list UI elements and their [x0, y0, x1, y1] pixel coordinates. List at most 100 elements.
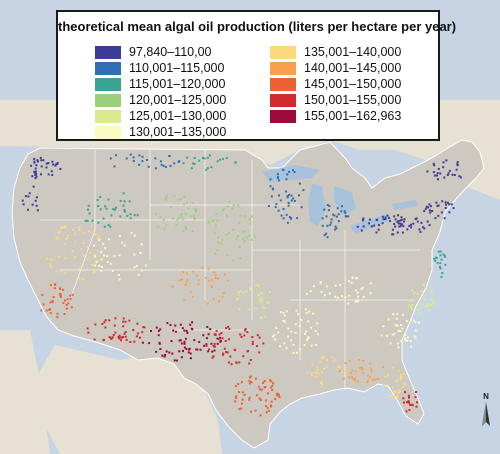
- production-site-dot: [139, 336, 141, 339]
- production-site-dot: [51, 300, 54, 303]
- production-site-dot: [271, 384, 274, 387]
- production-site-dot: [439, 172, 442, 175]
- production-site-dot: [326, 236, 329, 239]
- production-site-dot: [119, 200, 122, 202]
- production-site-dot: [138, 154, 141, 157]
- production-site-dot: [336, 207, 339, 210]
- production-site-dot: [290, 330, 293, 333]
- production-site-dot: [215, 213, 218, 216]
- production-site-dot: [172, 217, 174, 220]
- production-site-dot: [322, 356, 325, 359]
- production-site-dot: [348, 376, 351, 379]
- production-site-dot: [344, 368, 347, 371]
- production-site-dot: [206, 156, 209, 159]
- production-site-dot: [157, 334, 160, 337]
- production-site-dot: [35, 164, 38, 167]
- production-site-dot: [222, 158, 224, 161]
- production-site-dot: [159, 328, 162, 331]
- production-site-dot: [360, 229, 363, 232]
- production-site-dot: [64, 272, 67, 275]
- production-site-dot: [196, 274, 199, 277]
- production-site-dot: [295, 309, 298, 312]
- production-site-dot: [170, 340, 173, 343]
- production-site-dot: [445, 203, 447, 206]
- production-site-dot: [192, 295, 194, 298]
- production-site-dot: [258, 336, 261, 339]
- production-site-dot: [239, 257, 242, 260]
- production-site-dot: [397, 214, 400, 217]
- production-site-dot: [408, 396, 410, 399]
- production-site-dot: [351, 276, 354, 279]
- production-site-dot: [260, 317, 263, 319]
- production-site-dot: [341, 295, 343, 298]
- production-site-dot: [56, 162, 59, 164]
- production-site-dot: [118, 334, 121, 337]
- production-site-dot: [362, 359, 365, 362]
- production-site-dot: [182, 349, 184, 352]
- production-site-dot: [393, 215, 396, 218]
- production-site-dot: [141, 341, 144, 344]
- production-site-dot: [312, 285, 315, 288]
- production-site-dot: [426, 220, 429, 223]
- production-site-dot: [348, 359, 351, 362]
- legend-label: 140,001–145,000: [304, 61, 402, 75]
- production-site-dot: [243, 393, 246, 396]
- production-site-dot: [133, 214, 136, 217]
- production-site-dot: [286, 196, 289, 199]
- production-site-dot: [78, 277, 81, 280]
- north-arrow: N: [479, 392, 493, 434]
- production-site-dot: [106, 261, 109, 264]
- production-site-dot: [257, 285, 260, 288]
- production-site-dot: [250, 238, 253, 241]
- production-site-dot: [419, 230, 422, 233]
- production-site-dot: [206, 302, 209, 305]
- production-site-dot: [354, 377, 357, 380]
- production-site-dot: [328, 205, 331, 208]
- production-site-dot: [183, 329, 186, 332]
- production-site-dot: [113, 165, 116, 168]
- production-site-dot: [49, 301, 52, 304]
- production-site-dot: [34, 171, 37, 174]
- production-site-dot: [406, 401, 409, 404]
- production-site-dot: [255, 307, 258, 310]
- production-site-dot: [433, 174, 436, 177]
- production-site-dot: [375, 218, 378, 221]
- production-site-dot: [104, 205, 107, 208]
- production-site-dot: [228, 338, 230, 341]
- production-site-dot: [88, 230, 90, 233]
- production-site-dot: [24, 195, 27, 198]
- production-site-dot: [400, 339, 403, 342]
- production-site-dot: [186, 156, 189, 159]
- production-site-dot: [214, 274, 217, 277]
- production-site-dot: [184, 337, 187, 340]
- production-site-dot: [22, 203, 25, 206]
- production-site-dot: [227, 325, 230, 328]
- production-site-dot: [182, 162, 185, 165]
- production-site-dot: [101, 265, 103, 268]
- production-site-dot: [286, 221, 289, 224]
- production-site-dot: [71, 250, 74, 253]
- production-site-dot: [397, 391, 400, 394]
- production-site-dot: [251, 340, 254, 343]
- production-site-dot: [394, 380, 397, 383]
- legend-swatch: [270, 110, 296, 123]
- production-site-dot: [249, 359, 252, 361]
- production-site-dot: [222, 292, 225, 295]
- mexico-land: [35, 345, 222, 454]
- production-site-dot: [195, 348, 198, 351]
- production-site-dot: [136, 322, 139, 325]
- production-site-dot: [36, 209, 39, 212]
- production-site-dot: [96, 250, 99, 252]
- production-site-dot: [328, 292, 331, 295]
- conterminous-us: [11, 139, 485, 449]
- legend-swatch: [95, 110, 121, 123]
- production-site-dot: [238, 246, 241, 249]
- production-site-dot: [391, 386, 394, 389]
- production-site-dot: [349, 372, 352, 375]
- production-site-dot: [303, 344, 306, 346]
- production-site-dot: [326, 359, 329, 362]
- production-site-dot: [110, 337, 113, 340]
- legend-label: 145,001–150,000: [304, 77, 402, 91]
- production-site-dot: [159, 215, 162, 218]
- production-site-dot: [56, 238, 59, 241]
